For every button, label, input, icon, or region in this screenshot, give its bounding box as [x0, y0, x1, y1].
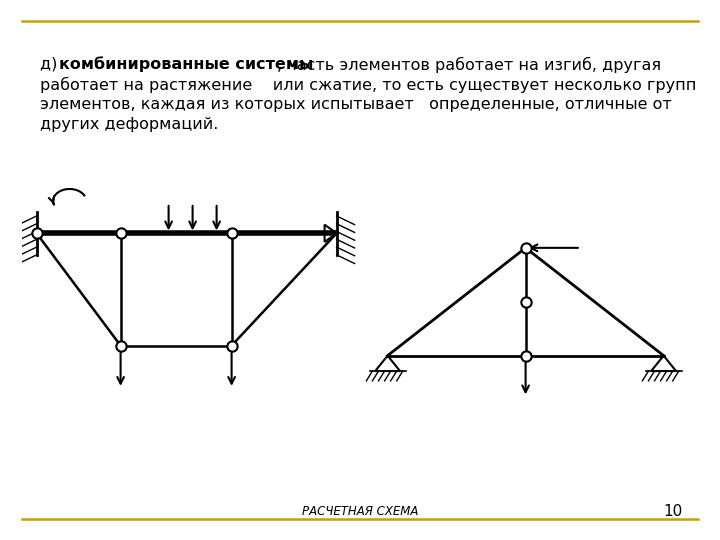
Text: комбинированные системы: комбинированные системы — [59, 57, 313, 72]
Text: д): д) — [40, 57, 62, 72]
Point — [226, 341, 238, 350]
Text: работает на растяжение    или сжатие, то есть существует несколько групп: работает на растяжение или сжатие, то ес… — [40, 77, 696, 93]
Point — [520, 244, 531, 252]
Point — [115, 229, 127, 238]
Text: других деформаций.: других деформаций. — [40, 117, 218, 132]
Text: , часть элементов работает на изгиб, другая: , часть элементов работает на изгиб, дру… — [277, 57, 662, 73]
Point — [520, 352, 531, 360]
Text: РАСЧЕТНАЯ СХЕМА: РАСЧЕТНАЯ СХЕМА — [302, 505, 418, 518]
Text: элементов, каждая из которых испытывает   определенные, отличные от: элементов, каждая из которых испытывает … — [40, 97, 671, 112]
Point — [115, 341, 127, 350]
Text: 10: 10 — [664, 504, 683, 519]
Point — [520, 298, 531, 306]
Point — [31, 229, 42, 238]
Point — [226, 229, 238, 238]
